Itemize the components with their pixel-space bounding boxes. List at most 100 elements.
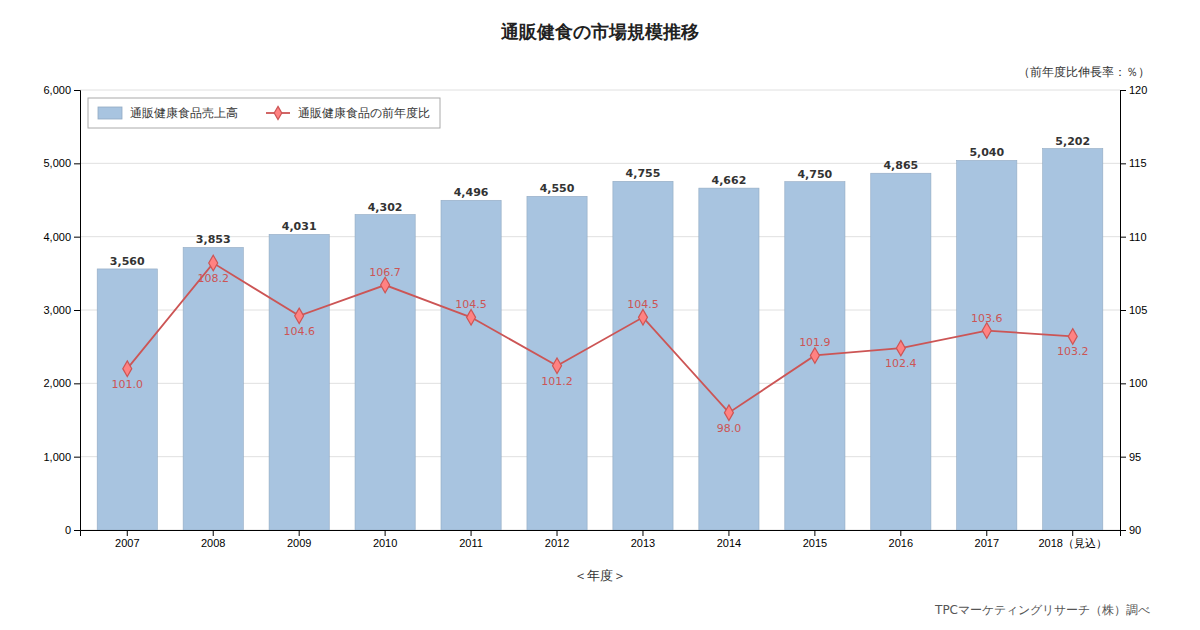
tick-mark [1120,237,1126,238]
chart-title: 通販健食の市場規模推移 [500,21,699,42]
data-label: 108.2 [197,272,229,285]
data-label: 106.7 [369,266,401,279]
data-label: 102.4 [885,357,917,370]
point [638,310,647,326]
tick-mark [74,457,80,458]
data-label: 4,302 [368,201,403,214]
tick-mark [557,530,558,536]
y2-tick: 105 [1120,304,1147,316]
data-label: 104.5 [627,298,659,311]
tick-label: 2010 [373,537,397,549]
legend-item: 通販健康食品の前年度比 [266,106,430,120]
tick-mark [1072,530,1073,536]
x-tick: 2013 [631,530,655,549]
tick-label: 2018（見込） [1038,537,1106,549]
data-label: 98.0 [717,422,742,435]
legend-item: 通販健康食品売上高 [98,106,238,120]
legend-swatch [274,106,282,119]
tick-label: 1,000 [43,451,71,463]
tick-mark [814,530,815,536]
x-tick: 2008 [201,530,225,549]
legend-swatch [98,107,122,119]
legend-label: 通販健康食品売上高 [130,106,238,120]
grid [80,90,1120,530]
x-tick: 2015 [803,530,827,549]
bar [785,182,845,530]
tick-mark [74,383,80,384]
x-axis-label: ＜年度＞ [574,568,626,583]
point [724,405,733,421]
tick-mark [385,530,386,536]
tick-label: 2014 [717,537,741,549]
bar [269,234,329,530]
axis-line [1121,91,1127,531]
point [810,348,819,364]
data-label: 4,031 [282,220,317,233]
bar [699,188,759,530]
y2-tick: 90 [1120,524,1141,536]
data-label: 3,853 [196,233,231,246]
bar [957,160,1017,530]
series-line [127,263,1072,413]
plot-area: 2007200820092010201120122013201420152016… [43,84,1147,549]
y-tick: 5,000 [43,157,80,169]
grid-line [80,90,1120,91]
tick-mark [1120,457,1126,458]
x-axis: 2007200820092010201120122013201420152016… [81,530,1121,549]
y2-tick: 100 [1120,377,1147,389]
tick-label: 90 [1129,524,1141,536]
x-tick: 2012 [545,530,569,549]
tick-label: 2007 [115,537,139,549]
legend: 通販健康食品売上高 通販健康食品の前年度比 [88,98,440,128]
y-tick: 6,000 [43,84,80,96]
x-tick: 2010 [373,530,397,549]
annotation: TPCマーケティングリサーチ（株）調べ [934,603,1150,617]
tick-label: 120 [1129,84,1147,96]
point [381,277,390,293]
tick-mark [986,530,987,536]
y-tick: 2,000 [43,377,80,389]
data-label: 4,865 [883,159,918,172]
data-label: 4,662 [712,174,747,187]
x-tick: 2007 [115,530,139,549]
point [295,308,304,324]
tick-label: 5,000 [43,157,71,169]
legend-label: 通販健康食品の前年度比 [298,106,430,120]
data-label: 103.6 [971,312,1003,325]
tick-label: 0 [65,524,71,536]
point [896,340,905,356]
data-label: 5,202 [1055,135,1090,148]
tick-label: 2017 [975,537,999,549]
tick-label: 110 [1129,231,1147,243]
tick-label: 2008 [201,537,225,549]
x-tick: 2014 [717,530,741,549]
tick-label: 2013 [631,537,655,549]
tick-mark [1120,90,1126,91]
marks [97,149,1103,530]
y-axis: 01,0002,0003,0004,0005,0006,000 [43,84,80,536]
tick-mark [74,163,80,164]
y-tick: 3,000 [43,304,80,316]
tick-mark [74,237,80,238]
bar [1043,149,1103,530]
x-tick: 2011 [459,530,483,549]
axis-line [74,91,81,531]
tick-label: 105 [1129,304,1147,316]
tick-mark [74,90,80,91]
tick-label: 2,000 [43,377,71,389]
y2-tick: 120 [1120,84,1147,96]
tick-label: 2015 [803,537,827,549]
tick-label: 100 [1129,377,1147,389]
tick-label: 2012 [545,537,569,549]
bar [355,215,415,530]
bar [613,181,673,530]
point [1068,329,1077,345]
point [982,323,991,339]
tick-mark [642,530,643,536]
x-tick: 2016 [889,530,913,549]
tick-mark [900,530,901,536]
tick-label: 6,000 [43,84,71,96]
bar [97,269,157,530]
tick-mark [213,530,214,536]
tick-mark [127,530,128,536]
